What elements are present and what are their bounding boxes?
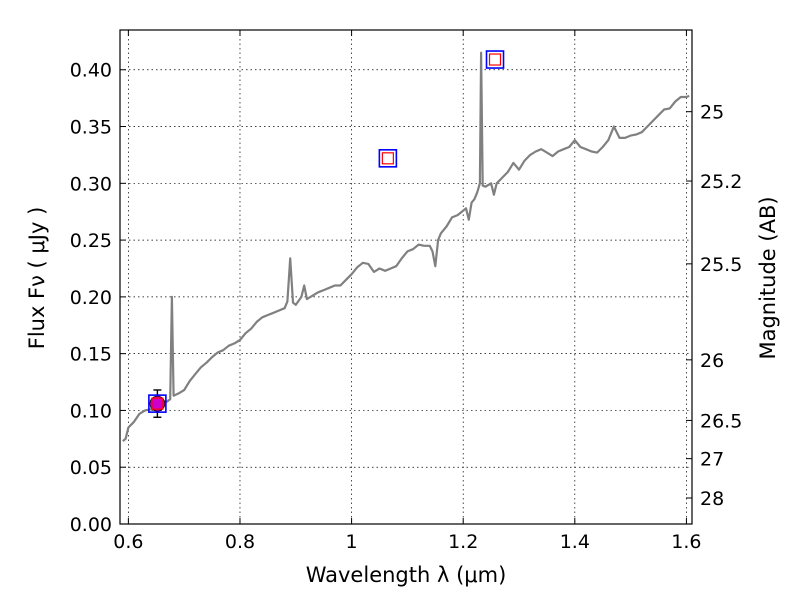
y-tick-label: 0.40 [70,60,112,82]
right-tick-label: 25 [700,102,724,124]
x-tick-label: 0.8 [225,531,255,553]
marker-layer [148,50,505,418]
model-photometry-r [148,394,167,413]
right-tick-label: 25.2 [700,171,742,193]
model-photometry-j-inner [381,152,394,165]
grid [120,30,692,525]
right-tick-label: 26 [700,350,724,372]
right-axis-label: Magnitude (AB) [756,196,780,359]
y-tick-label: 0.25 [70,230,112,252]
plot-frame [119,29,693,525]
model-photometry-r-inner [151,397,164,410]
y-axis-label: Flux Fν ( μJy ) [25,207,49,350]
right-tick-label: 28 [700,488,724,510]
y-tick-label: 0.35 [70,117,112,139]
y-tick-label: 0.10 [70,400,112,422]
model-photometry-j [378,149,398,168]
y-tick-label: 0.30 [70,173,112,195]
spectrum-line [122,51,690,442]
y-tick-label: 0.20 [70,287,112,309]
right-tick-label: 26.5 [700,410,742,432]
x-tick-label: 0.6 [113,531,143,553]
photometry-observed-r [149,395,166,412]
ticks: 0.6 0.8 1 1.2 1.4 1.6 0.00 0.05 0.10 0.15 0.20 0.25… [70,30,742,553]
right-tick-label: 25.5 [700,254,742,276]
model-photometry-h [485,50,505,69]
y-tick-label: 0.00 [70,514,112,536]
y-tick-label: 0.05 [70,457,112,479]
right-tick-label: 27 [700,449,724,471]
series-layer [122,51,690,442]
x-axis-label: Wavelength λ (μm) [306,563,507,587]
x-tick-label: 1 [346,531,358,553]
model-photometry-h-inner [488,53,502,66]
x-tick-label: 1.6 [671,531,701,553]
x-tick-label: 1.4 [560,531,590,553]
y-tick-label: 0.15 [70,344,112,366]
x-tick-label: 1.2 [448,531,478,553]
